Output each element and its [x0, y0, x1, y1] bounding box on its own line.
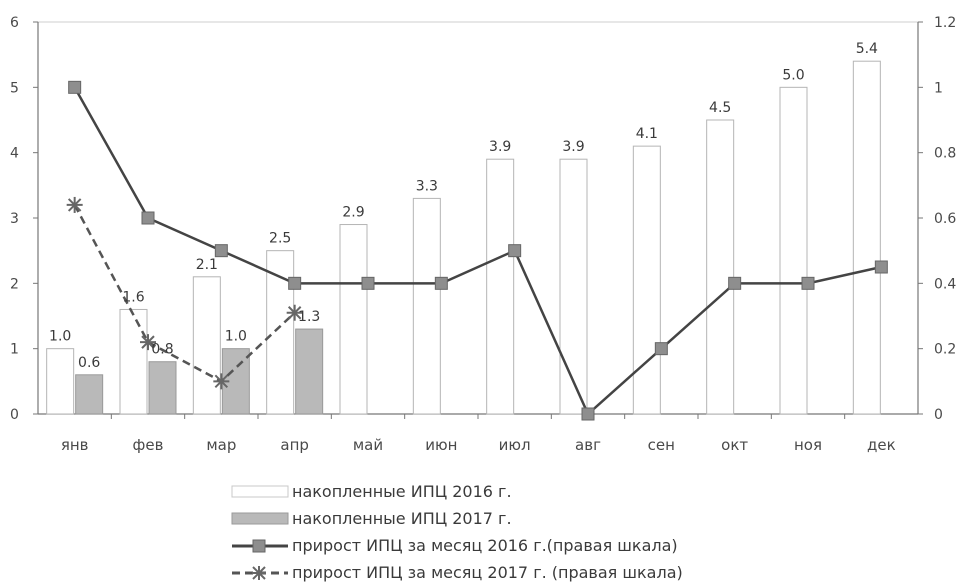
bar-2017	[295, 328, 324, 415]
line-2017-path	[73, 204, 296, 383]
bar-2016-label: 1.0	[49, 329, 71, 345]
line-2017-point	[66, 196, 83, 213]
right-tick-label: 0	[934, 407, 943, 423]
legend-label: накопленные ИПЦ 2016 г.	[292, 482, 512, 501]
category-label: сен	[648, 436, 675, 454]
legend: накопленные ИПЦ 2016 г. накопленные ИПЦ …	[230, 478, 830, 586]
bar-2016	[339, 224, 368, 415]
bars-2017	[75, 328, 324, 415]
chart-axes: 0 1 2 3 4 5 6 0 0.2 0.4 0.6 0.8 1 1.2 янв фев мар апр май и…	[10, 15, 956, 454]
line-2017-point	[140, 334, 156, 351]
bar-2016-label: 3.9	[562, 139, 584, 155]
bar-2016-label: 2.5	[269, 231, 291, 247]
bar-2016	[632, 145, 661, 415]
line-2017-point	[286, 304, 303, 321]
left-tick-label: 4	[10, 146, 19, 162]
bar-2016-label: 2.9	[342, 205, 364, 221]
line-2016-point	[508, 244, 522, 258]
category-label: ноя	[794, 436, 822, 454]
legend-swatch-dashed-line-star	[232, 565, 288, 580]
line-2016-point	[801, 276, 815, 290]
right-tick-label: 0.6	[934, 211, 956, 227]
bar-2016	[706, 119, 735, 415]
legend-label: накопленные ИПЦ 2017 г.	[292, 509, 512, 528]
line-2016-point	[654, 342, 668, 356]
bar-2017	[75, 374, 104, 415]
line-2017	[66, 196, 303, 390]
left-tick-label: 2	[10, 276, 19, 292]
bar-2016	[266, 250, 295, 415]
bar-2016	[779, 86, 808, 415]
right-tick-label: 1.2	[934, 15, 956, 31]
right-tick-label: 0.2	[934, 342, 956, 358]
line-2016-path	[73, 86, 882, 417]
category-label: дек	[867, 436, 896, 454]
bar-2016-label: 4.1	[636, 126, 658, 142]
bars-2016	[46, 60, 881, 415]
bar-2016-label: 3.9	[489, 139, 511, 155]
line-2016	[68, 80, 888, 421]
bar-2016-label: 4.5	[709, 100, 731, 116]
data-labels: 1.0 1.6 2.1 2.5 2.9 3.3 3.9 3.9 4.1 4.5 5.0 5.4 0.6 0…	[49, 41, 878, 371]
line-2016-point	[728, 276, 742, 290]
legend-item-monthly-2017: прирост ИПЦ за месяц 2017 г. (правая шка…	[230, 559, 830, 586]
legend-item-cpi-2016: накопленные ИПЦ 2016 г.	[230, 478, 830, 505]
category-label: фев	[133, 436, 164, 454]
bar-2017-label: 1.3	[298, 309, 320, 325]
left-tick-label: 3	[10, 211, 19, 227]
category-label: янв	[61, 436, 89, 454]
bar-2016-label: 3.3	[416, 178, 438, 194]
left-tick-label: 1	[10, 342, 19, 358]
category-label: мар	[206, 436, 236, 454]
category-label: авг	[575, 436, 601, 454]
bar-2016	[559, 158, 588, 415]
legend-item-monthly-2016: прирост ИПЦ за месяц 2016 г.(правая шкал…	[230, 532, 830, 559]
bar-2016	[412, 197, 441, 415]
legend-swatch-gray-bar	[231, 512, 289, 524]
bar-2016	[852, 60, 881, 415]
legend-swatch-solid-line-square	[232, 539, 288, 552]
right-tick-label: 1	[934, 80, 943, 96]
category-label: июл	[499, 436, 531, 454]
right-tick-label: 0.4	[934, 276, 956, 292]
bar-2016-label: 2.1	[196, 257, 218, 273]
line-2017-point	[213, 373, 230, 390]
line-2016-point	[288, 276, 302, 290]
right-tick-label: 0.8	[934, 146, 956, 162]
bar-2017-label: 0.8	[151, 342, 173, 358]
category-label: апр	[280, 436, 309, 454]
legend-label: прирост ИПЦ за месяц 2016 г.(правая шкал…	[292, 536, 678, 555]
category-label: окт	[721, 436, 748, 454]
line-2016-point	[141, 211, 155, 225]
bar-2016	[486, 158, 515, 415]
line-2016-point	[214, 244, 228, 258]
bar-2017-label: 0.6	[78, 355, 100, 371]
line-2016-point	[581, 407, 595, 421]
legend-swatch-white-bar	[231, 485, 289, 497]
bar-2017	[148, 361, 177, 415]
bar-2016	[192, 276, 221, 415]
bar-2016	[119, 308, 148, 415]
left-tick-label: 6	[10, 15, 19, 31]
bar-2016-label: 5.4	[856, 41, 878, 57]
category-label: июн	[425, 436, 457, 454]
line-2016-point	[68, 80, 82, 94]
bar-2017-label: 1.0	[225, 329, 247, 345]
bar-2016	[46, 348, 75, 415]
bar-2016-label: 1.6	[122, 289, 144, 305]
left-tick-label: 5	[10, 80, 19, 96]
line-2016-point	[361, 276, 375, 290]
chart: 0 1 2 3 4 5 6 0 0.2 0.4 0.6 0.8 1 1.2 янв фев мар апр май и…	[10, 15, 956, 454]
line-2016-point	[874, 260, 888, 274]
line-2016-point	[434, 276, 448, 290]
legend-label: прирост ИПЦ за месяц 2017 г. (правая шка…	[292, 563, 683, 582]
legend-item-cpi-2017: накопленные ИПЦ 2017 г.	[230, 505, 830, 532]
bar-2016-label: 5.0	[782, 67, 804, 83]
left-tick-label: 0	[10, 407, 19, 423]
category-label: май	[353, 436, 383, 454]
